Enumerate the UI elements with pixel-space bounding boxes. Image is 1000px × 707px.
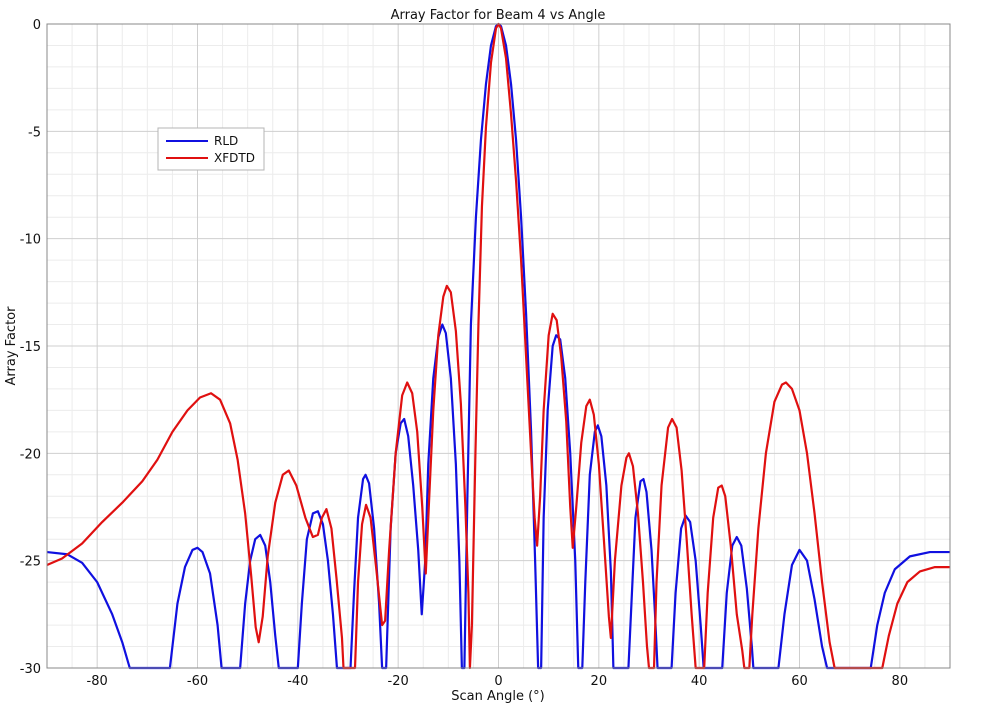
x-tick-label: 60 [791,674,808,689]
x-axis-title: Scan Angle (°) [451,689,545,704]
x-tick-label: -60 [187,674,208,689]
y-tick-label: -25 [20,555,41,570]
y-tick-label: -5 [28,125,41,140]
y-tick-label: -10 [20,233,41,248]
x-tick-label: 0 [494,674,502,689]
legend: RLD XFDTD [157,127,265,171]
x-tick-label: -20 [388,674,409,689]
y-axis-title: Array Factor [4,306,19,386]
x-tick-label: -80 [87,674,108,689]
x-tick-label: 40 [691,674,708,689]
legend-box [157,127,265,171]
y-tick-label: 0 [33,18,41,33]
x-tick-label: 20 [591,674,608,689]
chart-title: Array Factor for Beam 4 vs Angle [391,8,606,23]
x-tick-labels: -80 -60 -40 -20 0 20 40 60 80 [87,674,909,689]
legend-label-rld: RLD [214,134,238,148]
legend-label-xfdtd: XFDTD [214,151,255,165]
x-tick-label: -40 [287,674,308,689]
y-tick-label: -20 [20,447,41,462]
y-tick-labels: 0 -5 -10 -15 -20 -25 -30 [20,18,41,677]
y-tick-label: -30 [20,662,41,677]
series-line-xfdtd [46,22,950,670]
x-tick-label: 80 [892,674,909,689]
y-tick-label: -15 [20,340,41,355]
plot-frame [46,23,951,669]
